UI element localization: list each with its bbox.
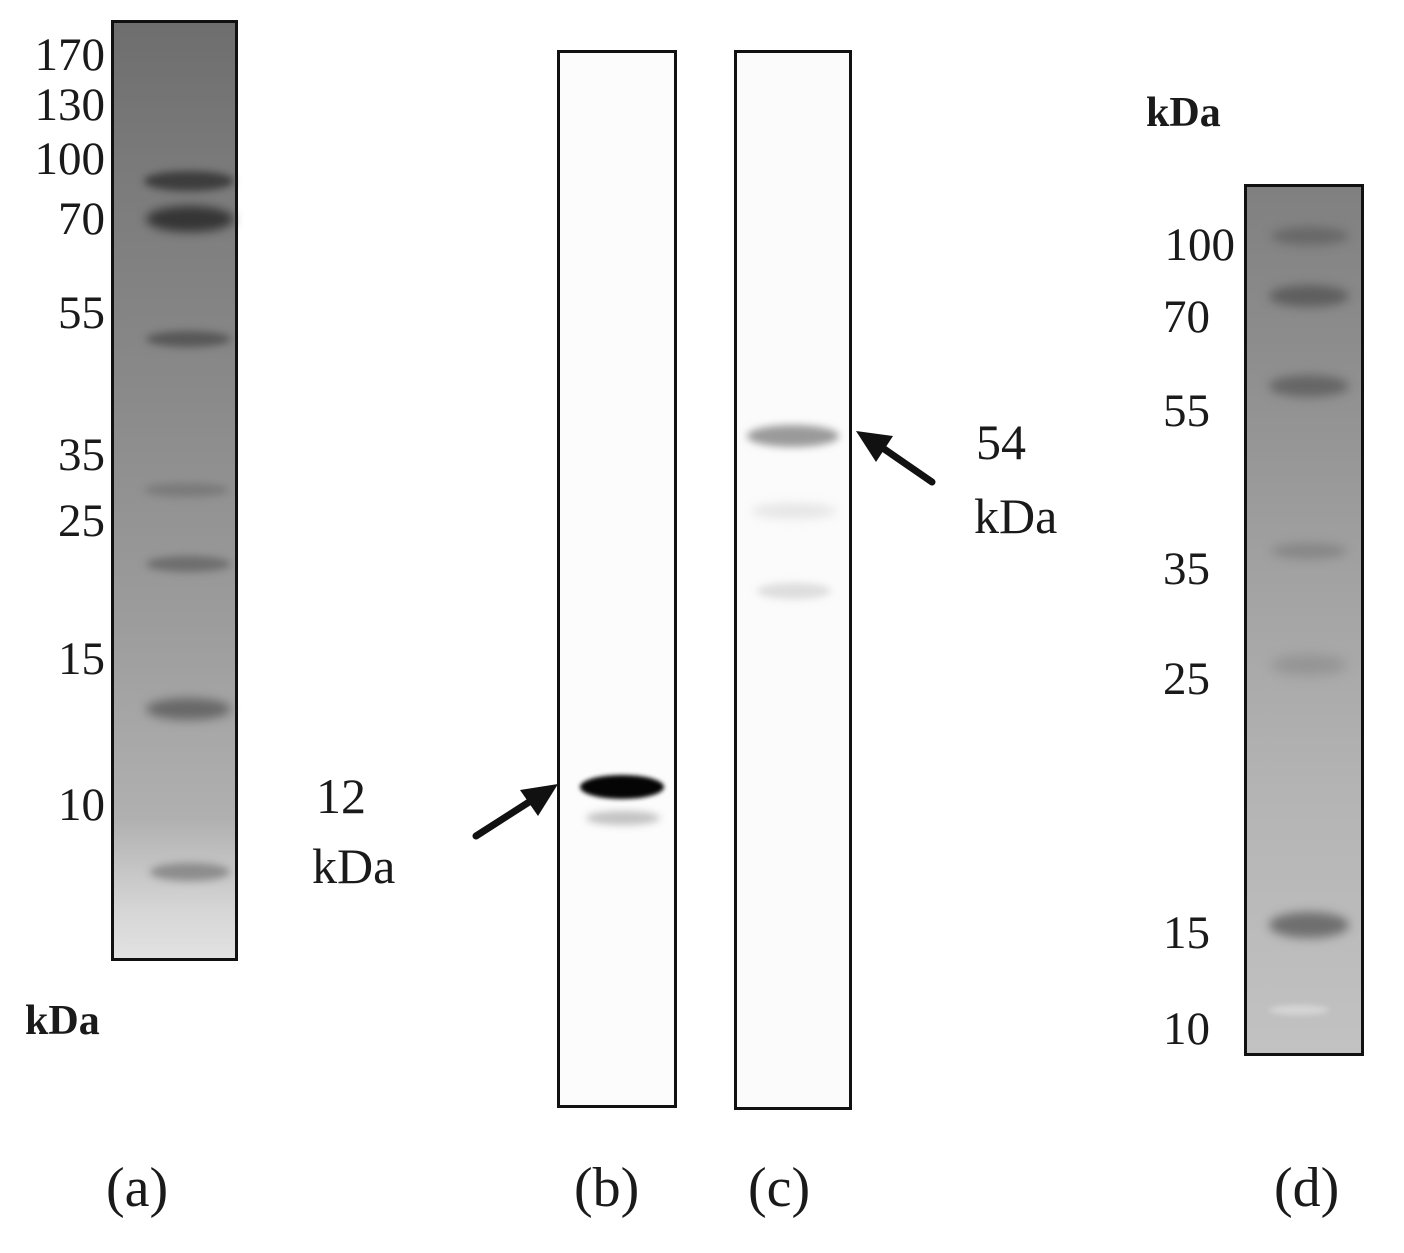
band-d-55 (1269, 375, 1349, 397)
band-c-faint-mid (751, 503, 837, 519)
marker-label-a-70: 70 (58, 193, 105, 245)
band-b-faint (586, 811, 660, 825)
band-a-35 (144, 483, 229, 497)
band-d-25 (1271, 655, 1347, 675)
marker-label-d-100: 100 (1164, 219, 1236, 271)
annotation-b-unit: kDa (312, 838, 396, 894)
annotation-c-value: 54 (976, 414, 1026, 470)
band-d-10 (1269, 1005, 1329, 1015)
band-c-faint-low (757, 583, 831, 599)
marker-label-d-25: 25 (1163, 653, 1210, 705)
marker-label-a-10: 10 (58, 779, 105, 831)
band-d-35 (1271, 543, 1347, 559)
band-b-12kda (580, 775, 664, 799)
panel-label-b: (b) (574, 1157, 640, 1219)
annotation-c-unit: kDa (974, 488, 1058, 544)
unit-label-a: kDa (25, 998, 100, 1044)
panel-label-c: (c) (748, 1157, 811, 1219)
marker-label-a-35: 35 (58, 429, 105, 481)
band-d-70 (1269, 285, 1349, 307)
band-a-25 (146, 556, 231, 572)
band-a-70 (146, 206, 234, 232)
marker-label-d-70: 70 (1163, 291, 1210, 343)
marker-label-a-15: 15 (58, 633, 105, 685)
band-a-low (150, 863, 230, 881)
band-a-15 (146, 698, 231, 720)
marker-label-a-170: 170 (34, 29, 106, 81)
gel-lane-c (734, 50, 852, 1110)
band-c-54kda (747, 425, 839, 447)
marker-label-d-15: 15 (1163, 907, 1210, 959)
arrow-left-up-icon (856, 431, 936, 486)
annotation-b-value: 12 (316, 768, 366, 824)
panel-label-a: (a) (106, 1157, 169, 1219)
marker-label-a-100: 100 (34, 133, 106, 185)
gel-lane-b (557, 50, 677, 1108)
marker-label-a-25: 25 (58, 495, 105, 547)
marker-label-a-130: 130 (34, 79, 106, 131)
arrow-right-up-icon (472, 784, 558, 840)
band-a-100 (144, 171, 234, 191)
unit-label-d: kDa (1146, 90, 1221, 136)
gel-lane-a (111, 20, 238, 961)
marker-label-a-55: 55 (58, 287, 105, 339)
gel-lane-d (1244, 184, 1364, 1056)
marker-label-d-55: 55 (1163, 385, 1210, 437)
band-d-15 (1269, 912, 1349, 938)
marker-label-d-10: 10 (1163, 1003, 1210, 1055)
band-a-55 (146, 331, 231, 347)
marker-label-d-35: 35 (1163, 543, 1210, 595)
band-d-100 (1271, 227, 1349, 245)
panel-label-d: (d) (1274, 1157, 1340, 1219)
